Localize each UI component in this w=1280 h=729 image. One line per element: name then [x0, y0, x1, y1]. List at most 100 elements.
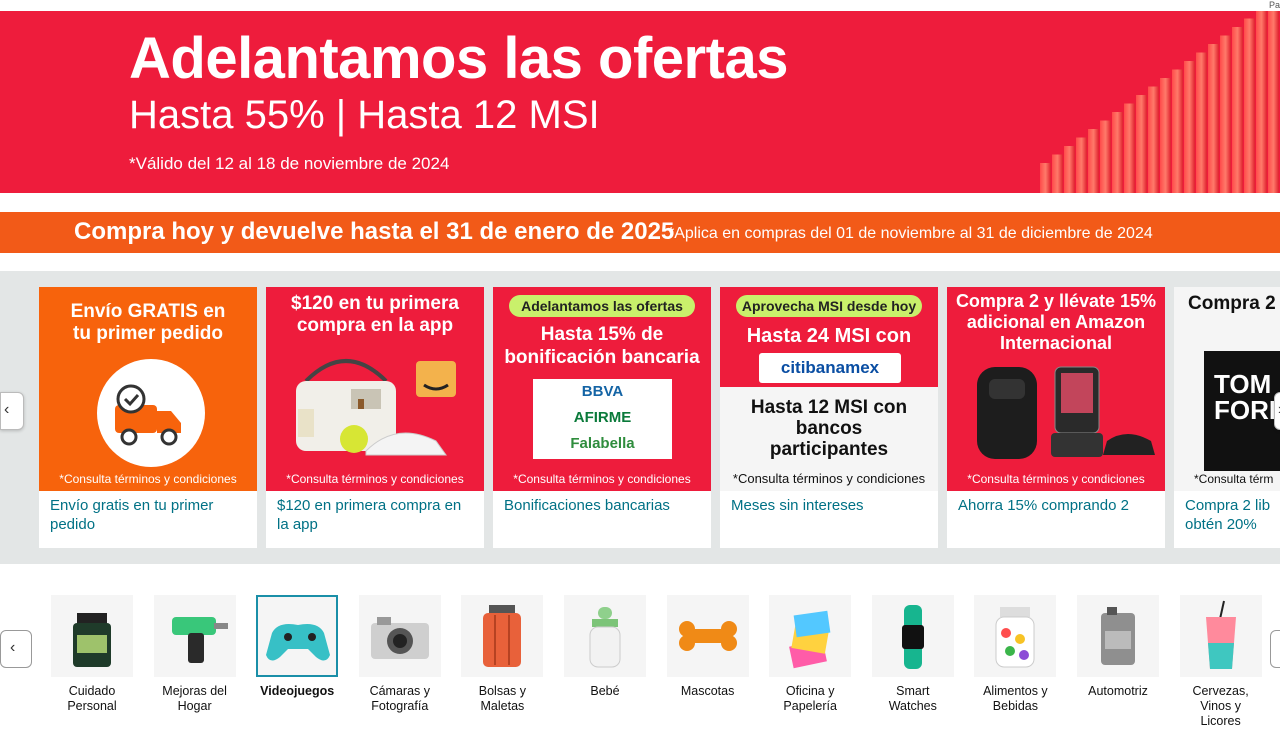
promo-card[interactable]: Adelantamos las ofertas Hasta 15% de bon… [493, 287, 711, 548]
promo-terms: *Consulta términos y condiciones [59, 472, 237, 486]
promo-terms: *Consulta términos y condiciones [286, 472, 464, 486]
categories-next-button[interactable]: › [1270, 630, 1280, 668]
category-label: Videojuegos [260, 684, 335, 698]
category-image [358, 595, 441, 677]
promo-image-title: $120 en tu primera compra en la app [291, 293, 459, 336]
category-image [256, 595, 339, 677]
stair-bar [1160, 78, 1171, 193]
category-item[interactable]: Cervezas, Vinos y Licores [1179, 595, 1263, 729]
category-image [1179, 595, 1262, 677]
category-label: Bebé [590, 684, 620, 698]
dog-bone-icon [678, 621, 737, 651]
products-photo-icon [296, 359, 456, 456]
bank-logo-afirme: AFIRME [573, 409, 632, 426]
promo-card[interactable]: Compra 2 y ob TOM FORD *Consulta térm Co… [1174, 287, 1280, 548]
promo-caption: Envío gratis en tu primer pedido [50, 497, 214, 533]
promo-card[interactable]: Compra 2 y llévate 15% adicional en Amaz… [947, 287, 1165, 548]
stair-bar [1136, 95, 1147, 193]
category-label: Mascotas [680, 684, 735, 698]
stair-bar [1172, 69, 1183, 193]
category-label: Cervezas, Vinos y Licores [1192, 684, 1249, 728]
promo-terms: *Consulta términos y condiciones [967, 472, 1145, 486]
promo-image: Aprovecha MSI desde hoy Hasta 24 MSI con… [720, 287, 938, 491]
category-item[interactable]: Automotriz [1076, 595, 1160, 699]
candy-jar-icon [995, 607, 1035, 668]
citibanamex-logo: citibanamex [759, 353, 901, 383]
hero-banner[interactable]: Adelantamos las ofertas Hasta 55% | Hast… [0, 11, 1280, 193]
bank-logos: BBVA AFIRME Falabella [533, 379, 672, 459]
category-image [153, 595, 236, 677]
category-item[interactable]: Alimentos y Bebidas [973, 595, 1057, 714]
promo-caption: $120 en primera compra en la app [277, 497, 462, 533]
returns-band[interactable]: Compra hoy y devuelve hasta el 31 de ene… [0, 212, 1280, 253]
stairs-decoration-icon [1040, 11, 1279, 193]
promo-image-title: Hasta 15% de bonificación bancaria [504, 324, 700, 368]
returns-note: *Aplica en compras del 01 de noviembre a… [668, 225, 1153, 242]
categories-prev-button[interactable]: ‹ [0, 630, 32, 668]
promo-image: Compra 2 y llévate 15% adicional en Amaz… [947, 287, 1165, 491]
category-item[interactable]: Oficina y Papelería [768, 595, 852, 714]
promo-card[interactable]: $120 en tu primera compra en la app *Con… [266, 287, 484, 548]
promo-card[interactable]: Envío GRATIS en tu primer pedido *Consul… [39, 287, 257, 548]
promo-pill: Adelantamos las ofertas [509, 295, 695, 317]
promo-caption: Bonificaciones bancarias [504, 497, 670, 514]
promo-image-title: Envío GRATIS en tu primer pedido [70, 301, 226, 344]
category-image [666, 595, 749, 677]
category-item[interactable]: Cuidado Personal [50, 595, 134, 714]
bank-logo-bbva: BBVA [581, 383, 624, 400]
category-item[interactable]: Bebé [563, 595, 647, 699]
stair-bar [1088, 129, 1099, 193]
category-item[interactable]: Bolsas y Maletas [460, 595, 544, 714]
category-item[interactable]: Smart Watches [871, 595, 955, 714]
category-image [51, 595, 133, 677]
smartwatch-icon [901, 605, 924, 669]
promo-terms: *Consulta térm [1194, 472, 1274, 486]
bank-logo-falabella: Falabella [570, 435, 635, 452]
carousel-next-button[interactable]: › [1274, 392, 1280, 430]
promo-caption: Ahorra 15% comprando 2 [958, 497, 1129, 514]
category-item[interactable]: Cámaras y Fotografía [358, 595, 442, 714]
stair-bar [1220, 35, 1231, 193]
stair-bar [1064, 146, 1075, 193]
chevron-left-icon: ‹ [10, 639, 16, 656]
stair-bar [1184, 61, 1195, 193]
category-image [769, 595, 852, 677]
promo-image: Adelantamos las ofertas Hasta 15% de bon… [493, 287, 711, 491]
promo-carousel: ‹ Envío GRATIS en tu primer pedido *Cons… [0, 271, 1280, 564]
category-item[interactable]: Mascotas [666, 595, 750, 699]
category-image [564, 595, 646, 677]
carousel-prev-button[interactable]: ‹ [0, 392, 24, 430]
suitcase-icon [483, 605, 522, 667]
stair-bar [1244, 18, 1255, 193]
gamepad-icon [266, 624, 331, 661]
supplement-bottle-icon [73, 613, 111, 667]
category-label: Cuidado Personal [67, 684, 117, 713]
returns-title: Compra hoy y devuelve hasta el 31 de ene… [74, 218, 675, 245]
stair-bar [1208, 44, 1219, 193]
category-image [871, 595, 954, 677]
category-label: Oficina y Papelería [783, 684, 837, 713]
drill-icon [171, 617, 228, 663]
promo-image: Compra 2 y ob TOM FORD *Consulta térm [1174, 287, 1280, 491]
sticky-notes-icon [789, 610, 831, 669]
category-item[interactable]: Videojuegos [255, 595, 339, 699]
stair-bar [1268, 11, 1279, 193]
promo-image-title: Compra 2 y llévate 15% adicional en Amaz… [955, 291, 1157, 353]
category-label: Mejoras del Hogar [162, 684, 227, 713]
hero-note: *Válido del 12 al 18 de noviembre de 202… [129, 154, 450, 173]
promo-image-title: Hasta 24 MSI con [746, 325, 912, 347]
tumbler-icon [1205, 600, 1236, 669]
delivery-truck-icon [97, 359, 205, 467]
category-item[interactable]: Mejoras del Hogar [153, 595, 237, 714]
stair-bar [1124, 103, 1135, 193]
category-image [1077, 595, 1159, 677]
brand-logo: TOM FORD [1214, 369, 1280, 425]
corner-text: Pa [1268, 0, 1280, 10]
oil-can-icon [1101, 607, 1135, 665]
promo-image: $120 en tu primera compra en la app *Con… [266, 287, 484, 491]
stair-bar [1112, 112, 1123, 193]
products-photo-icon [977, 366, 1155, 459]
category-image [974, 595, 1057, 677]
baby-bottle-icon [589, 607, 621, 668]
promo-card[interactable]: Aprovecha MSI desde hoy Hasta 24 MSI con… [720, 287, 938, 548]
